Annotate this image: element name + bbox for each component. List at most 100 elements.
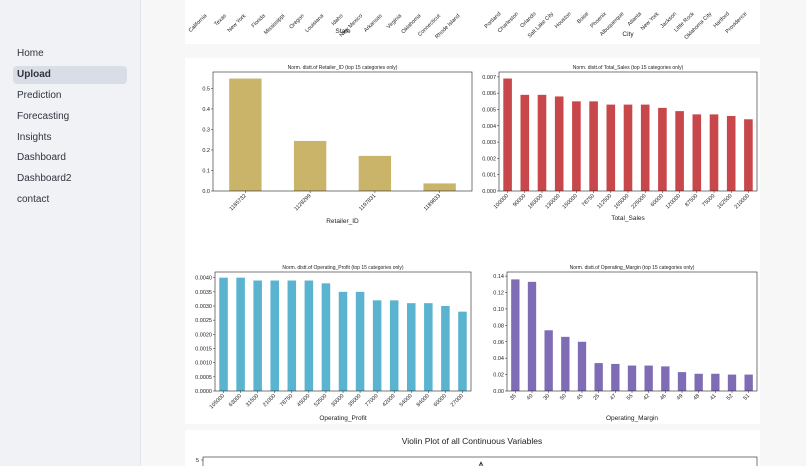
y-tick-label: 0.007 [482,75,496,81]
y-tick-label: 0.005 [482,107,496,113]
x-tick-label: 40 [526,393,535,402]
y-tick-label: 0.10 [493,307,504,313]
tick-label: Boise [576,11,590,25]
chart-title: Norm. distt.of Operating_Margin (top 15 … [570,265,695,271]
sidebar-item-home[interactable]: Home [17,48,44,59]
chart-title: Norm. distt.of Operating_Profit (top 15 … [282,265,404,271]
bar [727,374,737,391]
bar [293,140,327,191]
x-tick-label: 180000 [527,193,544,210]
bar-chart-operating-profit: Norm. distt.of Operating_Profit (top 15 … [195,265,472,422]
y-tick-label: 0.003 [482,140,496,146]
x-tick-label: 225000 [630,193,647,210]
y-tick-label: 0.12 [493,291,504,297]
x-tick-label: 78750 [581,193,596,208]
bar [304,280,314,391]
main-content: California Texas New York Florida Mississipp… [141,0,806,466]
x-tick-label: 77000 [364,393,379,408]
bar [675,111,684,191]
axes-frame [506,271,758,392]
tick-label: Mississippi [263,13,286,36]
x-axis-label: Operating_Profit [319,415,367,422]
y-tick-label: 0.0005 [195,375,212,381]
bar [711,373,720,391]
x-tick-label: 1128299 [293,193,312,212]
x-tick-label: 54000 [399,393,414,408]
top-partial-figure: California Texas New York Florida Mississipp… [185,0,760,44]
bar [407,303,416,391]
y-tick-label: 0.0035 [195,290,212,296]
x-tick-label: 46 [659,393,668,402]
y-tick-label: 0.4 [202,107,210,113]
x-tick-label: 35 [509,393,518,402]
y-tick-label: 0.0010 [195,361,212,367]
bar [577,341,587,391]
sidebar: Home Upload Prediction Forecasting Insig… [0,0,141,466]
x-tick-label: 42000 [382,393,397,408]
x-tick-label: 112500 [596,193,613,210]
bar [358,155,392,191]
y-tick-label: 0.0 [202,189,210,195]
bar [744,374,753,391]
x-tick-label: 84000 [416,393,431,408]
y-tick-label: 0.002 [482,156,496,162]
bar [694,373,703,391]
sidebar-item-prediction[interactable]: Prediction [17,89,62,101]
bar [458,311,467,391]
x-tick-label: 87500 [684,193,699,208]
sidebar-item-dashboard2[interactable]: Dashboard2 [17,173,72,185]
x-tick-label: 27000 [450,393,465,408]
violin-axes-frame [202,456,758,466]
bar [677,372,687,391]
state-axis-label: State [335,28,351,35]
bar [441,306,450,391]
bar [640,104,650,191]
bar [589,101,598,191]
sidebar-item-upload[interactable]: Upload [13,65,127,84]
bar [372,300,382,391]
bar [627,365,637,391]
x-tick-label: 25 [593,393,602,402]
tick-label: Florida [251,13,268,30]
y-tick-label: 0.001 [482,173,496,179]
sidebar-item-contact[interactable]: contact [17,194,50,206]
tick-label: Houston [554,11,573,30]
sidebar-item-insights[interactable]: Insights [17,131,52,143]
x-tick-label: 90000 [512,193,527,208]
y-tick-label: 0.0000 [195,389,212,395]
bar [503,78,512,191]
distribution-charts-svg: Norm. distt.of Retailer_ID (top 15 categ… [195,65,758,422]
x-tick-label: 47 [609,393,618,402]
bar [572,101,581,191]
y-tick-label: 0.3 [202,127,210,133]
chart-title: Norm. distt.of Retailer_ID (top 15 categ… [288,65,398,71]
y-tick-label: 0.02 [493,373,504,379]
y-tick-label: 0.0025 [195,318,212,324]
y-tick-label: 0.0030 [195,304,212,310]
tick-label: Louisiana [304,13,326,35]
x-tick-label: 52 [726,393,735,402]
tick-label: Arkansas [363,13,384,34]
violin-svg: Violin Plot of all Continuous Variables … [196,436,758,466]
sidebar-item-forecasting[interactable]: Forecasting [17,110,70,122]
bar [544,330,553,391]
violin-title: Violin Plot of all Continuous Variables [402,436,543,446]
bar-chart-operating-margin: Norm. distt.of Operating_Margin (top 15 … [493,265,758,422]
x-tick-label: 31500 [245,393,260,408]
sidebar-item-dashboard[interactable]: Dashboard [17,152,66,164]
bar [726,116,736,191]
y-tick-label: 0.006 [482,91,496,97]
x-tick-label: 162500 [716,193,733,210]
bar [236,277,245,391]
x-tick-label: 150000 [562,193,579,210]
tick-label: Atlanta [627,11,644,28]
y-tick-label: 0.0020 [195,332,212,338]
bar [321,283,331,391]
violin-ytick: 5 [196,458,199,464]
bar [219,277,228,391]
bar [561,336,570,391]
x-tick-label: 1189833 [423,193,442,212]
x-tick-label: 1197831 [358,193,377,212]
x-tick-label: 55 [626,393,635,402]
